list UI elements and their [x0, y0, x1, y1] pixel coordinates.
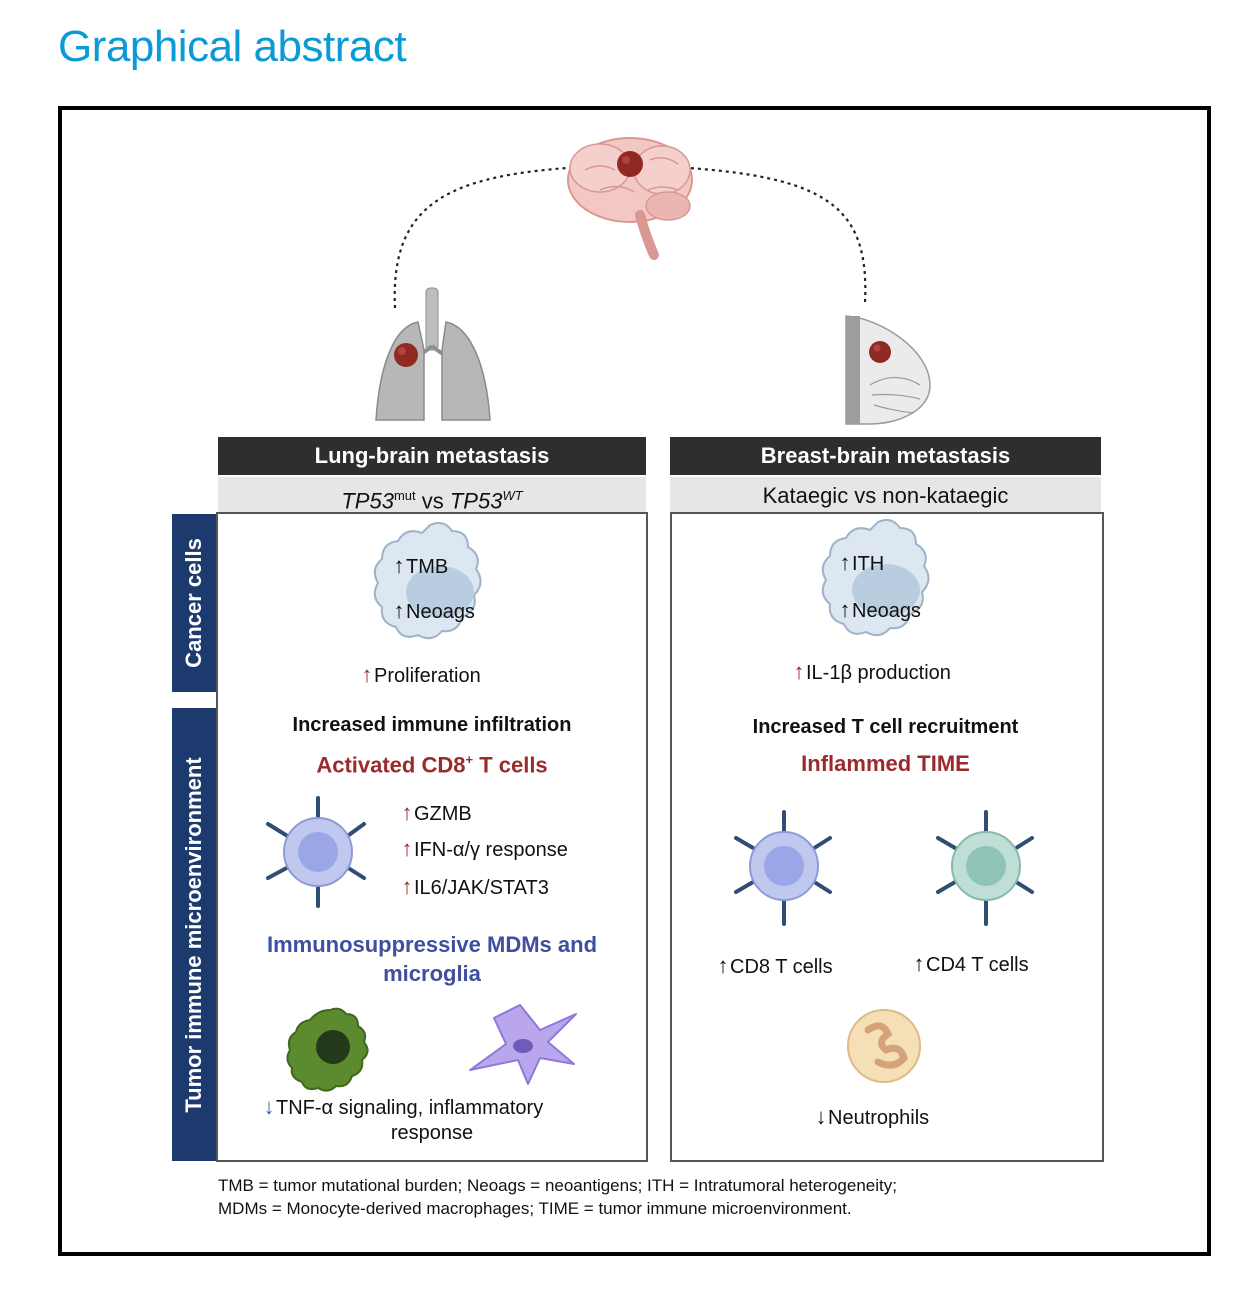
- il1b-marker: ↑IL-1β production: [792, 661, 951, 685]
- macrophage-icon: [286, 1007, 369, 1092]
- microglia-icon: [469, 1004, 577, 1085]
- footnote-line2: MDMs = Monocyte-derived macrophages; TIM…: [218, 1199, 852, 1218]
- side-label-cancer-cells: Cancer cells: [172, 514, 216, 692]
- up-arrow-icon: ↑: [839, 550, 851, 575]
- t-cells-label: T cells: [473, 752, 548, 778]
- gene-label-1: TP53: [341, 488, 394, 514]
- up-arrow-icon: ↑: [401, 800, 413, 825]
- inflamed-time-heading: Inflammed TIME: [801, 751, 970, 776]
- mdms-heading: Immunosuppressive MDMs and microglia: [266, 932, 598, 986]
- cd4-t-cells-label: CD4 T cells: [926, 954, 1029, 976]
- neutrophils-label: Neutrophils: [828, 1107, 930, 1129]
- abstract-frame: [58, 106, 1211, 1256]
- ifn-marker: ↑IFN-α/γ response: [400, 838, 568, 862]
- tmb-label: TMB: [406, 556, 449, 578]
- t-cell-recruitment-heading: Increased T cell recruitment: [752, 716, 1019, 738]
- tnf-marker: ↓TNF-α signaling, inflammatory: [262, 1094, 544, 1120]
- neoags-label: Neoags: [406, 601, 475, 623]
- activated-cd8-heading: Activated CD8+ T cells: [218, 752, 646, 778]
- tmb-marker: ↑TMB: [392, 553, 449, 579]
- neutrophils-marker: ↓Neutrophils: [814, 1104, 930, 1130]
- cd4-t-cells-marker: ↑CD4 T cells: [912, 953, 1029, 977]
- gzmb-marker: ↑GZMB: [400, 802, 472, 826]
- il6-label: IL6/JAK/STAT3: [414, 877, 549, 899]
- breast-icon: [845, 315, 931, 425]
- brain-icon: [567, 137, 693, 260]
- footnote-line1: TMB = tumor mutational burden; Neoags = …: [218, 1176, 897, 1195]
- plus-superscript: +: [465, 752, 474, 767]
- cd8-t-cells-label: CD8 T cells: [730, 956, 833, 978]
- cd8-t-cell-icon-left: [266, 796, 366, 908]
- superscript-mut: mut: [393, 488, 416, 503]
- lung-brain-subheader: TP53mut vs TP53WT: [218, 477, 646, 514]
- up-arrow-icon: ↑: [717, 953, 729, 978]
- proliferation-marker: ↑Proliferation: [360, 664, 481, 688]
- neoags-marker-right: ↑Neoags: [838, 599, 921, 623]
- superscript-wt: WT: [502, 488, 523, 503]
- up-arrow-icon: ↑: [793, 659, 805, 684]
- neoags-label: Neoags: [852, 600, 921, 622]
- down-arrow-icon: ↓: [815, 1104, 827, 1129]
- breast-brain-header: Breast-brain metastasis: [670, 437, 1101, 475]
- proliferation-label: Proliferation: [374, 665, 481, 687]
- ith-marker: ↑ITH: [838, 550, 885, 576]
- immune-infiltration-heading: Increased immune infiltration: [292, 714, 572, 736]
- lung-brain-header: Lung-brain metastasis: [218, 437, 646, 475]
- up-arrow-icon: ↑: [361, 662, 373, 687]
- gzmb-label: GZMB: [414, 803, 472, 825]
- cd8-t-cells-marker: ↑CD8 T cells: [716, 955, 833, 979]
- gene-label-2: TP53: [449, 488, 503, 514]
- cd4-t-cell-icon: [936, 810, 1034, 926]
- cancer-cell-icon-left: [373, 522, 482, 640]
- up-arrow-icon: ↑: [839, 597, 851, 622]
- vs-label: vs: [415, 488, 450, 514]
- tnf-label-line2: response: [390, 1122, 474, 1144]
- up-arrow-icon: ↑: [393, 553, 405, 578]
- up-arrow-icon: ↑: [913, 951, 925, 976]
- il6-marker: ↑IL6/JAK/STAT3: [400, 876, 549, 900]
- up-arrow-icon: ↑: [393, 598, 405, 623]
- neutrophil-icon: [847, 1009, 921, 1083]
- activated-cd8-label: Activated CD8: [316, 752, 466, 778]
- down-arrow-icon: ↓: [263, 1094, 275, 1119]
- il1b-label: IL-1β production: [806, 662, 951, 684]
- ith-label: ITH: [852, 553, 885, 575]
- cd8-t-cell-icon-right: [734, 810, 832, 926]
- cancer-cell-icon-right: [821, 519, 930, 637]
- ifn-label: IFN-α/γ response: [414, 839, 568, 861]
- tnf-label-line1: TNF-α signaling, inflammatory: [276, 1097, 544, 1119]
- side-label-immune: Tumor immune microenvironment: [172, 708, 216, 1161]
- breast-to-brain-arrow: [655, 164, 867, 303]
- breast-brain-subheader: Kataegic vs non-kataegic: [670, 477, 1101, 514]
- page-title: Graphical abstract: [58, 22, 407, 71]
- lung-icon: [375, 287, 491, 421]
- up-arrow-icon: ↑: [401, 836, 413, 861]
- up-arrow-icon: ↑: [401, 874, 413, 899]
- neoags-marker-left: ↑Neoags: [392, 600, 475, 624]
